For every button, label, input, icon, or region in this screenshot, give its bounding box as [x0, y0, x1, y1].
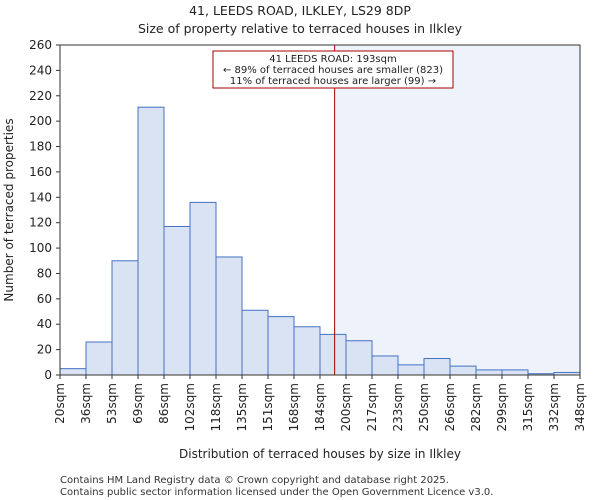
x-tick-label: 151sqm: [261, 383, 275, 431]
x-tick-label: 86sqm: [157, 383, 171, 424]
bars-group: [59, 106, 581, 376]
plot-frame: [59, 44, 581, 376]
y-tick-label: 80: [37, 266, 52, 280]
x-tick-label: 315sqm: [521, 383, 535, 431]
highlight-region: [334, 45, 580, 375]
bar-217sqm: [371, 355, 399, 376]
x-tick-label: 69sqm: [131, 383, 145, 424]
x-tick-label: 250sqm: [417, 383, 431, 431]
bar-118sqm: [215, 256, 243, 376]
y-tick-label: 160: [29, 165, 52, 179]
bar-20sqm: [59, 368, 87, 376]
x-tick-label: 200sqm: [339, 383, 353, 431]
x-tick-label: 118sqm: [209, 383, 223, 431]
y-tick-label: 0: [44, 368, 52, 382]
bar-168sqm: [293, 326, 321, 376]
x-tick-label: 53sqm: [105, 383, 119, 424]
bar-53sqm: [111, 260, 139, 376]
footer-line-1: Contains HM Land Registry data © Crown c…: [60, 475, 449, 486]
bar-282sqm: [475, 369, 503, 376]
y-tick-label: 260: [29, 38, 52, 52]
x-tick-label: 299sqm: [495, 383, 509, 431]
bar-299sqm: [501, 369, 529, 376]
bar-86sqm: [163, 226, 191, 376]
footer-line-2: Contains public sector information licen…: [60, 487, 493, 498]
chart-subtitle: Size of property relative to terraced ho…: [138, 21, 463, 36]
x-tick-label: 135sqm: [235, 383, 249, 431]
bar-250sqm: [423, 358, 451, 376]
annotation-box: [212, 50, 454, 89]
y-tick-label: 140: [29, 190, 52, 204]
bar-36sqm: [85, 341, 113, 376]
bar-233sqm: [397, 364, 425, 376]
y-axis-label: Number of terraced properties: [2, 118, 16, 301]
y-tick-label: 120: [29, 216, 52, 230]
y-tick-label: 180: [29, 140, 52, 154]
annotation-line-2: ← 89% of terraced houses are smaller (82…: [223, 65, 443, 76]
x-tick-label: 217sqm: [365, 383, 379, 431]
marker-annotation: 41 LEEDS ROAD: 193sqm ← 89% of terraced …: [212, 50, 454, 89]
y-tick-label: 40: [37, 317, 52, 331]
bar-200sqm: [345, 340, 373, 376]
y-axis: 0 20 40 60 80 100 120 140 160 180 200 220 240 260: [29, 38, 60, 382]
bar-135sqm: [241, 309, 269, 376]
bar-184sqm: [319, 333, 347, 376]
x-tick-label: 348sqm: [573, 383, 587, 431]
y-tick-label: 200: [29, 114, 52, 128]
bar-266sqm: [449, 365, 477, 376]
annotation-line-3: 11% of terraced houses are larger (99) →: [230, 76, 436, 87]
x-tick-label: 233sqm: [391, 383, 405, 431]
x-tick-label: 102sqm: [183, 383, 197, 431]
x-tick-label: 20sqm: [53, 383, 67, 424]
y-tick-label: 240: [29, 63, 52, 77]
chart-title: 41, LEEDS ROAD, ILKLEY, LS29 8DP: [189, 3, 411, 18]
y-tick-label: 60: [37, 292, 52, 306]
x-tick-label: 168sqm: [287, 383, 301, 431]
y-tick-label: 220: [29, 89, 52, 103]
bar-102sqm: [189, 201, 217, 376]
x-tick-label: 332sqm: [547, 383, 561, 431]
x-tick-label: 184sqm: [313, 383, 327, 431]
bar-69sqm: [137, 106, 165, 376]
y-tick-label: 20: [37, 343, 52, 357]
x-tick-label: 36sqm: [79, 383, 93, 424]
x-axis: 20sqm 36sqm 53sqm 69sqm 86sqm 102sqm 118sqm 135…: [53, 375, 587, 431]
x-tick-label: 282sqm: [469, 383, 483, 431]
annotation-line-1: 41 LEEDS ROAD: 193sqm: [269, 54, 396, 65]
x-tick-label: 266sqm: [443, 383, 457, 431]
bar-151sqm: [267, 316, 295, 376]
y-tick-label: 100: [29, 241, 52, 255]
x-axis-label: Distribution of terraced houses by size …: [179, 447, 461, 461]
